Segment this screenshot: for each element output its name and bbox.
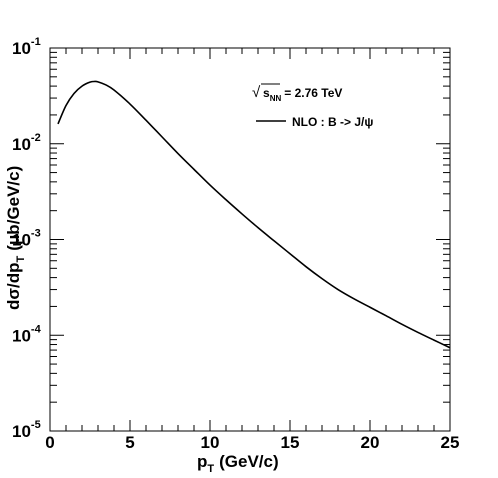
x-tick-label: 25 <box>441 433 460 452</box>
y-axis-tick-labels: 10-5 10-4 10-3 10-2 10-1 <box>12 36 42 441</box>
energy-annotation: √ sNN = 2.76 TeV <box>252 83 342 103</box>
x-axis-tick-labels: 0 5 10 15 20 25 <box>45 433 459 452</box>
x-tick-label: 5 <box>125 433 134 452</box>
legend-entry-nlo: NLO : B -> J/ψ <box>292 115 373 129</box>
series-line-nlo <box>57 80 451 349</box>
y-tick-label: 10-3 <box>12 228 41 250</box>
x-tick-label: 15 <box>281 433 300 452</box>
plot-frame <box>49 47 451 432</box>
y-axis-ticks <box>50 51 450 432</box>
y-tick-label: 10-2 <box>12 132 41 154</box>
y-axis-title: dσ/dpT(μb/GeV/c) <box>4 166 27 310</box>
svg-text:sNN= 2.76 TeV: sNN = 2.76 TeV <box>263 86 342 103</box>
legend: NLO : B -> J/ψ <box>256 115 373 129</box>
x-tick-label: 20 <box>361 433 380 452</box>
sqrt-symbol: √ <box>252 84 261 101</box>
x-tick-label: 0 <box>45 433 54 452</box>
x-axis-title: pT (GeV/c) <box>197 452 279 475</box>
y-tick-label: 10-5 <box>12 419 41 441</box>
x-tick-label: 10 <box>201 433 220 452</box>
x-axis-ticks <box>49 48 451 431</box>
y-tick-label: 10-1 <box>12 36 41 58</box>
y-tick-label: 10-4 <box>12 323 42 345</box>
